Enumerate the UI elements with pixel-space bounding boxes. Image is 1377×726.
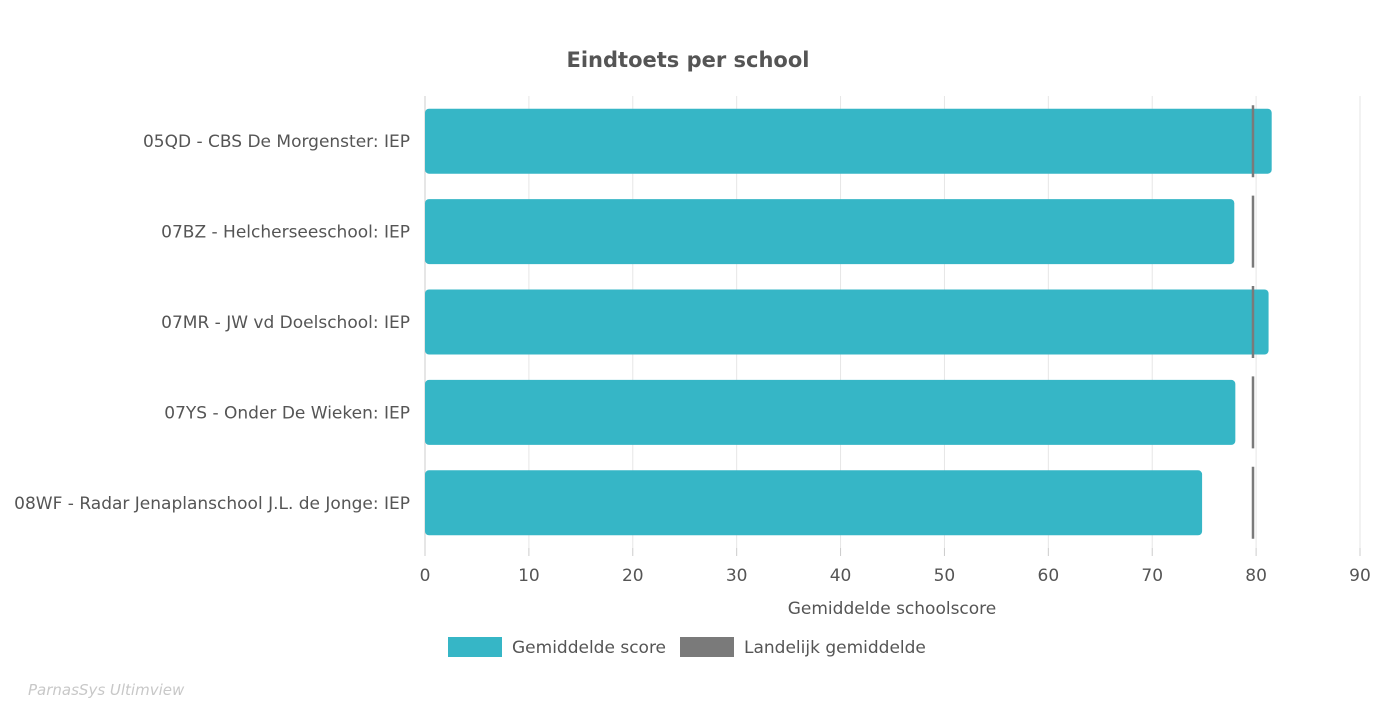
- category-label: 05QD - CBS De Morgenster: IEP: [143, 132, 410, 152]
- legend: Gemiddelde score Landelijk gemiddelde: [448, 637, 926, 658]
- bar: [425, 199, 1235, 265]
- bar: [425, 470, 1203, 536]
- x-tick-label: 40: [830, 566, 852, 586]
- x-tick-label: 30: [726, 566, 748, 586]
- bar: [425, 289, 1269, 355]
- x-tick-label: 50: [934, 566, 956, 586]
- category-label: 07YS - Onder De Wieken: IEP: [164, 403, 410, 423]
- bar: [425, 379, 1236, 445]
- x-tick-label: 20: [622, 566, 644, 586]
- bars: [425, 108, 1272, 536]
- category-label: 07MR - JW vd Doelschool: IEP: [161, 313, 410, 333]
- bar: [425, 108, 1272, 174]
- category-label: 08WF - Radar Jenaplanschool J.L. de Jong…: [14, 494, 410, 514]
- x-tick-label: 10: [518, 566, 540, 586]
- legend-label: Landelijk gemiddelde: [744, 638, 926, 658]
- category-labels: 05QD - CBS De Morgenster: IEP 07BZ - Helc…: [14, 132, 410, 514]
- x-tick-label: 90: [1349, 566, 1371, 586]
- x-axis-tick-labels: 0 10 20 30 40 50 60 70 80 90: [420, 566, 1371, 586]
- legend-label: Gemiddelde score: [512, 638, 666, 658]
- chart-title: Eindtoets per school: [567, 48, 810, 72]
- legend-swatch: [448, 637, 502, 657]
- legend-swatch: [680, 637, 734, 657]
- x-tick-label: 80: [1245, 566, 1267, 586]
- category-label: 07BZ - Helcherseeschool: IEP: [161, 223, 410, 243]
- watermark: ParnasSys Ultimview: [28, 681, 185, 699]
- x-tick-label: 0: [420, 566, 431, 586]
- x-tick-label: 70: [1141, 566, 1163, 586]
- x-tick-label: 60: [1038, 566, 1060, 586]
- x-axis-label: Gemiddelde schoolscore: [788, 599, 997, 619]
